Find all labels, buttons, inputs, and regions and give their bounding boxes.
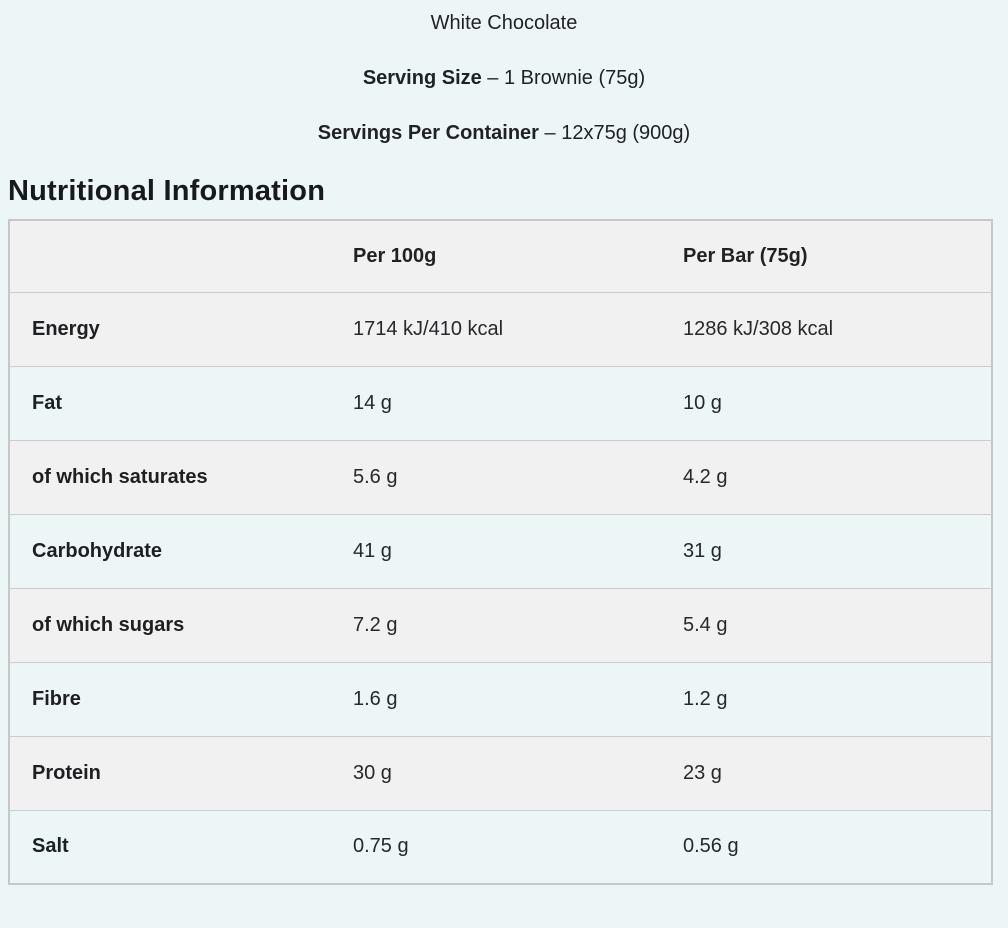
servings-per-container-line: Servings Per Container – 12x75g (900g) (0, 120, 1008, 147)
column-header-per-100g: Per 100g (331, 219, 661, 292)
row-label: Salt (9, 809, 331, 884)
table-row-protein: Protein 30 g 23 g (9, 735, 992, 810)
table-header-row: Per 100g Per Bar (75g) (9, 219, 992, 292)
row-label: Carbohydrate (9, 513, 331, 588)
column-header-per-bar: Per Bar (75g) (661, 219, 992, 292)
servings-per-container-value: – 12x75g (900g) (538, 122, 691, 144)
value-per-100g: 30 g (331, 735, 661, 810)
value-per-100g: 14 g (331, 365, 661, 440)
table-row-salt: Salt 0.75 g 0.56 g (9, 809, 992, 884)
value-per-bar: 1.2 g (661, 661, 992, 736)
value-per-bar: 4.2 g (661, 439, 992, 514)
serving-size-line: Serving Size – 1 Brownie (75g) (0, 65, 1008, 92)
row-label: Fibre (9, 661, 331, 736)
product-name: White Chocolate (430, 12, 578, 34)
table-row-energy: Energy 1714 kJ/410 kcal 1286 kJ/308 kcal (9, 291, 992, 366)
column-header-blank (9, 219, 331, 292)
table-row-sugars: of which sugars 7.2 g 5.4 g (9, 587, 992, 662)
value-per-bar: 31 g (661, 513, 992, 588)
value-per-100g: 41 g (331, 513, 661, 588)
table-row-fat: Fat 14 g 10 g (9, 365, 992, 440)
value-per-100g: 1714 kJ/410 kcal (331, 291, 661, 366)
table-row-carbohydrate: Carbohydrate 41 g 31 g (9, 513, 992, 588)
value-per-100g: 1.6 g (331, 661, 661, 736)
value-per-bar: 23 g (661, 735, 992, 810)
row-label: Fat (9, 365, 331, 440)
product-info-header: White Chocolate Serving Size – 1 Brownie… (0, 0, 1008, 147)
serving-size-label: Serving Size (362, 67, 482, 89)
row-label: of which saturates (9, 439, 331, 514)
value-per-100g: 5.6 g (331, 439, 661, 514)
nutrition-table: Per 100g Per Bar (75g) Energy 1714 kJ/41… (8, 219, 993, 885)
value-per-bar: 10 g (661, 365, 992, 440)
table-row-fibre: Fibre 1.6 g 1.2 g (9, 661, 992, 736)
value-per-100g: 7.2 g (331, 587, 661, 662)
serving-size-value: – 1 Brownie (75g) (481, 67, 646, 89)
row-label: Protein (9, 735, 331, 810)
table-row-saturates: of which saturates 5.6 g 4.2 g (9, 439, 992, 514)
value-per-bar: 0.56 g (661, 809, 992, 884)
value-per-100g: 0.75 g (331, 809, 661, 884)
row-label: Energy (9, 291, 331, 366)
value-per-bar: 1286 kJ/308 kcal (661, 291, 992, 366)
row-label: of which sugars (9, 587, 331, 662)
value-per-bar: 5.4 g (661, 587, 992, 662)
section-title: Nutritional Information (8, 175, 326, 207)
servings-per-container-label: Servings Per Container (317, 122, 539, 144)
